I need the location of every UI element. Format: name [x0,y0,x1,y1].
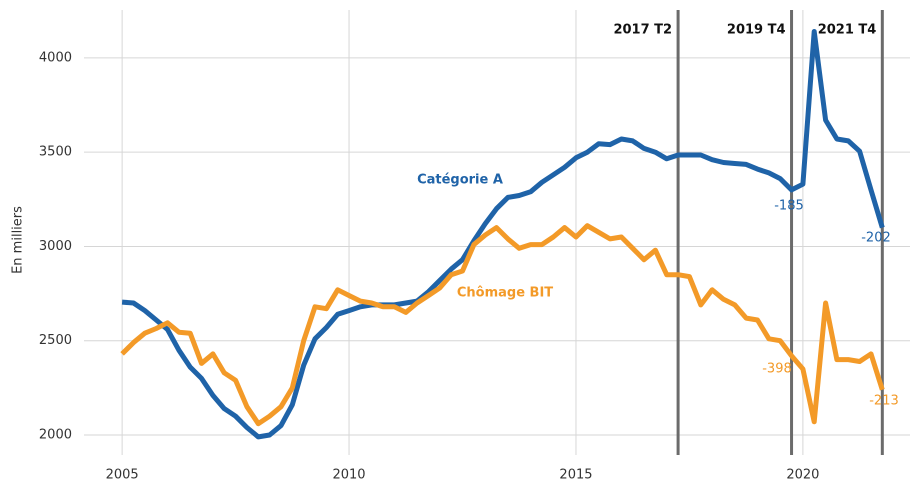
annotation: -185 [774,199,804,214]
series-line [121,29,885,440]
annotation: -202 [861,231,891,246]
x-tick-label: 2005 [106,468,139,483]
y-tick-label: 2000 [39,428,72,443]
series-line [120,223,885,427]
y-tick-label: 2500 [39,333,72,348]
y-tick-label: 3000 [39,239,72,254]
x-tick-label: 2020 [786,468,819,483]
reference-label: 2017 T2 [613,23,672,38]
annotation: -213 [869,394,899,409]
y-axis-label: En milliers [11,206,26,274]
y-tick-label: 4000 [39,50,72,65]
series-label: Chômage BIT [457,286,553,301]
reference-label: 2019 T4 [727,23,786,38]
series-label: Catégorie A [417,173,503,188]
reference-label: 2021 T4 [818,23,877,38]
x-tick-label: 2015 [559,468,592,483]
x-tick-label: 2010 [332,468,365,483]
annotation: -398 [762,362,792,377]
y-tick-label: 3500 [39,145,72,160]
